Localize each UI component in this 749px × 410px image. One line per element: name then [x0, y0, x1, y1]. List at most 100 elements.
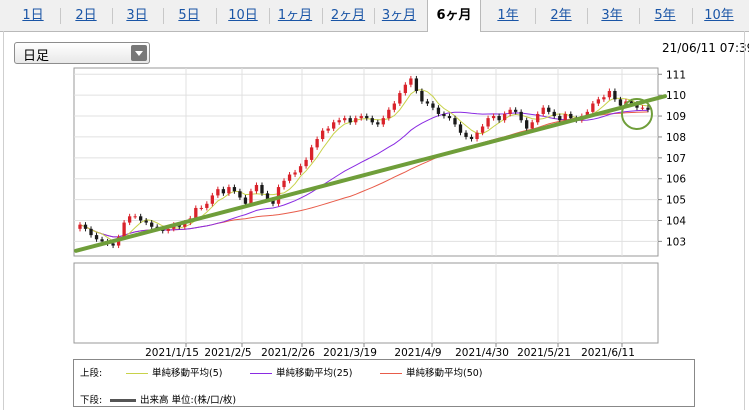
- candle-body: [447, 116, 452, 119]
- candle-body: [558, 116, 562, 121]
- legend-ma25: 単純移動平均(25): [250, 365, 353, 379]
- tab-6[interactable]: 2ヶ月: [330, 8, 366, 23]
- legend-volume-swatch: [110, 399, 136, 402]
- candle-body: [254, 184, 259, 192]
- candle-body: [387, 109, 391, 119]
- legend-volume-label: 出来高 単位:(株/口/枚): [140, 395, 237, 406]
- data-timestamp: 21/06/11 07:39: [662, 41, 749, 55]
- tab-12[interactable]: 5年: [654, 8, 676, 23]
- candle-body: [216, 189, 220, 196]
- candle-body: [591, 103, 595, 112]
- candle-body: [563, 113, 567, 121]
- candle-body: [602, 97, 606, 100]
- candle-body: [607, 90, 612, 98]
- candle-body: [127, 216, 132, 223]
- candle-body: [370, 118, 374, 123]
- candle-body: [409, 78, 413, 85]
- candle-body: [513, 109, 518, 112]
- y-tick-label: 103: [666, 236, 686, 248]
- chevron-down-icon[interactable]: [131, 45, 147, 61]
- legend-ma5-label: 単純移動平均(5): [152, 368, 223, 379]
- tab-7[interactable]: 3ヶ月: [381, 8, 417, 23]
- candle-body: [194, 207, 198, 219]
- candle-body: [519, 111, 523, 121]
- tab-2[interactable]: 3日: [126, 8, 148, 23]
- tab-separator: [535, 8, 536, 24]
- tab-5[interactable]: 1ヶ月: [277, 8, 313, 23]
- legend-upper-label: 上段:: [80, 368, 103, 379]
- candle-body: [420, 90, 424, 102]
- candle-body: [315, 139, 319, 148]
- tab-separator: [374, 8, 375, 24]
- tab-separator: [639, 8, 640, 24]
- candle-body: [111, 243, 115, 246]
- candle-body: [227, 187, 231, 194]
- candle-body: [150, 222, 154, 227]
- candle-body: [475, 132, 479, 140]
- chart-interval-select[interactable]: 日足: [14, 42, 150, 64]
- candle-body: [585, 111, 589, 117]
- candle-body: [458, 124, 463, 133]
- candle-body: [376, 122, 380, 125]
- candle-body: [569, 113, 573, 119]
- candle-body: [629, 101, 634, 104]
- candle-body: [276, 187, 281, 204]
- tab-separator: [322, 8, 323, 24]
- candle-body: [199, 207, 203, 209]
- candle-body: [453, 118, 457, 125]
- candle-body: [287, 174, 292, 181]
- candle-body: [398, 93, 402, 104]
- tab-11[interactable]: 3年: [601, 8, 623, 23]
- candle-body: [508, 109, 512, 114]
- candle-body: [613, 90, 617, 100]
- legend-lower-label: 下段:: [80, 395, 103, 406]
- candle-body: [596, 99, 601, 104]
- tab-9[interactable]: 1年: [497, 8, 519, 23]
- candle-body: [232, 187, 237, 192]
- candle-body: [249, 191, 253, 204]
- tab-separator: [692, 8, 693, 24]
- y-tick-label: 105: [666, 195, 686, 207]
- frame-left-edge: [3, 31, 4, 410]
- candle-body: [326, 128, 330, 131]
- candle-body: [271, 199, 275, 204]
- candle-body: [381, 118, 385, 125]
- tab-separator: [216, 8, 217, 24]
- tab-0[interactable]: 1日: [22, 8, 44, 23]
- legend-volume: 出来高 単位:(株/口/枚): [110, 392, 236, 406]
- x-tick-label: 2021/3/19: [323, 347, 377, 359]
- tab-separator: [163, 8, 164, 24]
- tab-10[interactable]: 2年: [550, 8, 572, 23]
- candle-body: [183, 222, 187, 227]
- tab-1[interactable]: 2日: [75, 8, 97, 23]
- candle-body: [536, 113, 540, 123]
- candle-body: [640, 107, 645, 109]
- candle-body: [425, 101, 430, 104]
- candle-body: [403, 84, 408, 94]
- x-tick-label: 2021/2/26: [261, 347, 315, 359]
- tab-4[interactable]: 10日: [228, 8, 258, 23]
- candle-body: [210, 195, 215, 204]
- candle-body: [78, 224, 82, 229]
- candle-body: [309, 147, 314, 160]
- candle-body: [337, 120, 341, 123]
- candle-body: [89, 228, 93, 236]
- tab-8[interactable]: 6ヶ月: [427, 0, 481, 32]
- candle-body: [139, 216, 143, 221]
- candle-body: [354, 118, 358, 123]
- candle-body: [497, 116, 501, 121]
- tab-3[interactable]: 5日: [178, 8, 200, 23]
- candle-body: [260, 184, 264, 194]
- period-tab-bar: 1日 2日 3日 5日 10日 1ヶ月 2ヶ月 3ヶ月 6ヶ月 1年 2年 3年 5年 10年: [0, 0, 749, 32]
- candle-body: [547, 107, 551, 112]
- y-tick-label: 107: [666, 153, 686, 165]
- candle-body: [491, 116, 496, 119]
- tab-13[interactable]: 10年: [704, 8, 734, 23]
- legend-ma5: 単純移動平均(5): [126, 365, 222, 379]
- legend-ma50-label: 単純移動平均(50): [406, 368, 483, 379]
- candle-body: [436, 107, 441, 114]
- tab-separator: [60, 8, 61, 24]
- candle-body: [525, 120, 529, 129]
- candle-body: [348, 118, 352, 123]
